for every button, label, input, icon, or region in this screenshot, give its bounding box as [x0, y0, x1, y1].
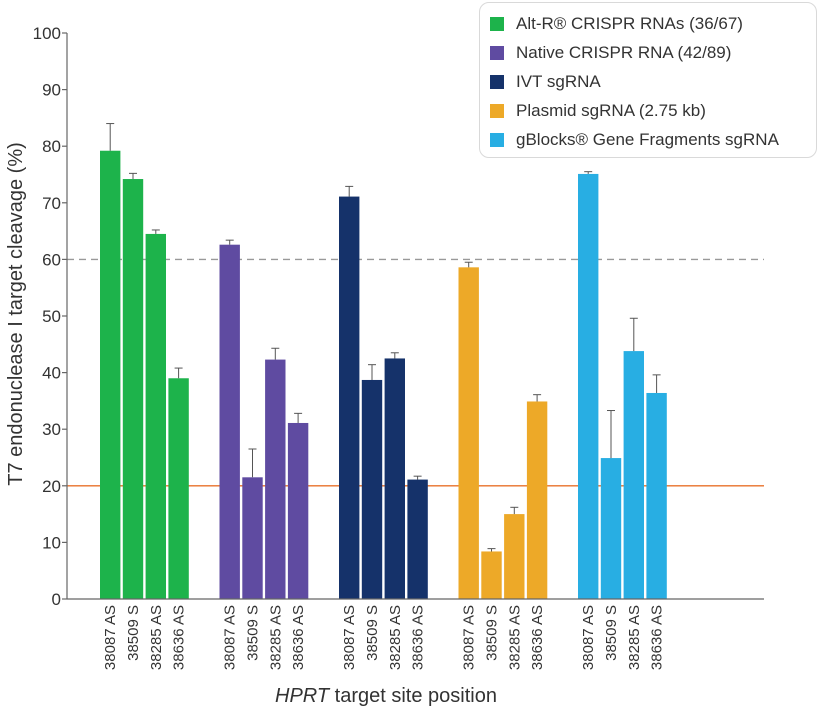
x-category-label: 38636 AS [290, 605, 307, 670]
x-category-label: 38636 AS [410, 605, 427, 670]
x-axis-title-rest: target site position [329, 685, 497, 707]
bar-2-1 [219, 244, 240, 599]
x-category-label: 38509 S [125, 605, 142, 661]
x-category-label: 38509 S [245, 605, 262, 661]
x-category-label: 38285 AS [148, 605, 165, 670]
x-category-label: 38636 AS [529, 605, 546, 670]
legend-label: IVT sgRNA [516, 71, 601, 91]
y-tick-label: 10 [42, 533, 61, 552]
bar-1-3 [145, 233, 166, 599]
legend-swatch [490, 132, 504, 147]
y-tick-label: 0 [52, 590, 61, 609]
legend-label: Native CRISPR RNA (42/89) [516, 42, 732, 62]
y-tick-label: 40 [42, 364, 61, 383]
bar-3-4 [407, 479, 428, 599]
bar-4-3 [504, 514, 525, 599]
y-tick-label: 30 [42, 420, 61, 439]
x-axis-title: HPRT target site position [275, 685, 497, 707]
y-tick-labels: 0 10 20 30 40 50 60 70 80 90 100 [33, 24, 61, 609]
x-category-label: 38087 AS [222, 605, 239, 670]
x-category-label: 38285 AS [506, 605, 523, 670]
legend-label: Alt-R® CRISPR RNAs (36/67) [516, 13, 743, 33]
y-tick-label: 90 [42, 81, 61, 100]
bar-2-2 [242, 477, 263, 599]
x-category-label: 38285 AS [626, 605, 643, 670]
y-tick-label: 20 [42, 477, 61, 496]
x-category-label: 38087 AS [580, 605, 597, 670]
legend-item: Native CRISPR RNA (42/89) [490, 38, 816, 67]
x-axis-title-italic: HPRT [275, 685, 331, 707]
x-category-label: 38509 S [484, 605, 501, 661]
x-category-label: 38509 S [603, 605, 620, 661]
legend-item: Plasmid sgRNA (2.75 kb) [490, 96, 816, 125]
y-tick-label: 50 [42, 307, 61, 326]
x-category-label: 38636 AS [171, 605, 188, 670]
bars-layer [100, 123, 667, 599]
y-tick-label: 60 [42, 250, 61, 269]
bar-2-3 [265, 359, 286, 599]
bar-3-2 [361, 379, 383, 599]
bar-5-1 [578, 173, 599, 599]
bar-1-4 [168, 378, 189, 599]
x-category-label: 38285 AS [267, 605, 284, 670]
x-category-label: 38087 AS [102, 605, 119, 670]
bar-3-1 [339, 196, 360, 599]
legend-label: gBlocks® Gene Fragments sgRNA [516, 129, 779, 149]
x-category-label: 38087 AS [461, 605, 478, 670]
bar-1-2 [122, 179, 144, 599]
legend-swatch [490, 16, 504, 31]
legend-swatch [490, 103, 504, 118]
axes-layer [62, 32, 764, 600]
bar-5-4 [646, 392, 667, 599]
legend-item: IVT sgRNA [490, 67, 816, 96]
y-tick-label: 70 [42, 194, 61, 213]
y-axis-title: T7 endonuclease I target cleavage (%) [5, 142, 27, 486]
bar-5-3 [623, 351, 644, 599]
bar-2-4 [287, 422, 309, 599]
legend-swatch [490, 45, 504, 60]
legend-item: gBlocks® Gene Fragments sgRNA [490, 125, 816, 154]
x-category-labels: 38087 AS 38509 S 38285 AS 38636 AS 38087 AS 3… [102, 605, 665, 670]
bar-4-2 [481, 551, 502, 599]
legend-swatch [490, 74, 504, 89]
x-category-label: 38087 AS [341, 605, 358, 670]
bar-3-3 [384, 358, 405, 599]
x-category-label: 38636 AS [649, 605, 666, 670]
bar-4-1 [458, 267, 479, 599]
legend: Alt-R® CRISPR RNAs (36/67) Native CRISPR … [479, 2, 817, 158]
bar-1-1 [100, 150, 121, 599]
x-category-label: 38285 AS [387, 605, 404, 670]
x-category-label: 38509 S [364, 605, 381, 661]
y-tick-label: 100 [33, 24, 61, 43]
legend-label: Plasmid sgRNA (2.75 kb) [516, 100, 706, 120]
bar-4-4 [526, 401, 548, 599]
bar-5-2 [600, 458, 622, 599]
y-tick-label: 80 [42, 137, 61, 156]
legend-item: Alt-R® CRISPR RNAs (36/67) [490, 9, 816, 38]
